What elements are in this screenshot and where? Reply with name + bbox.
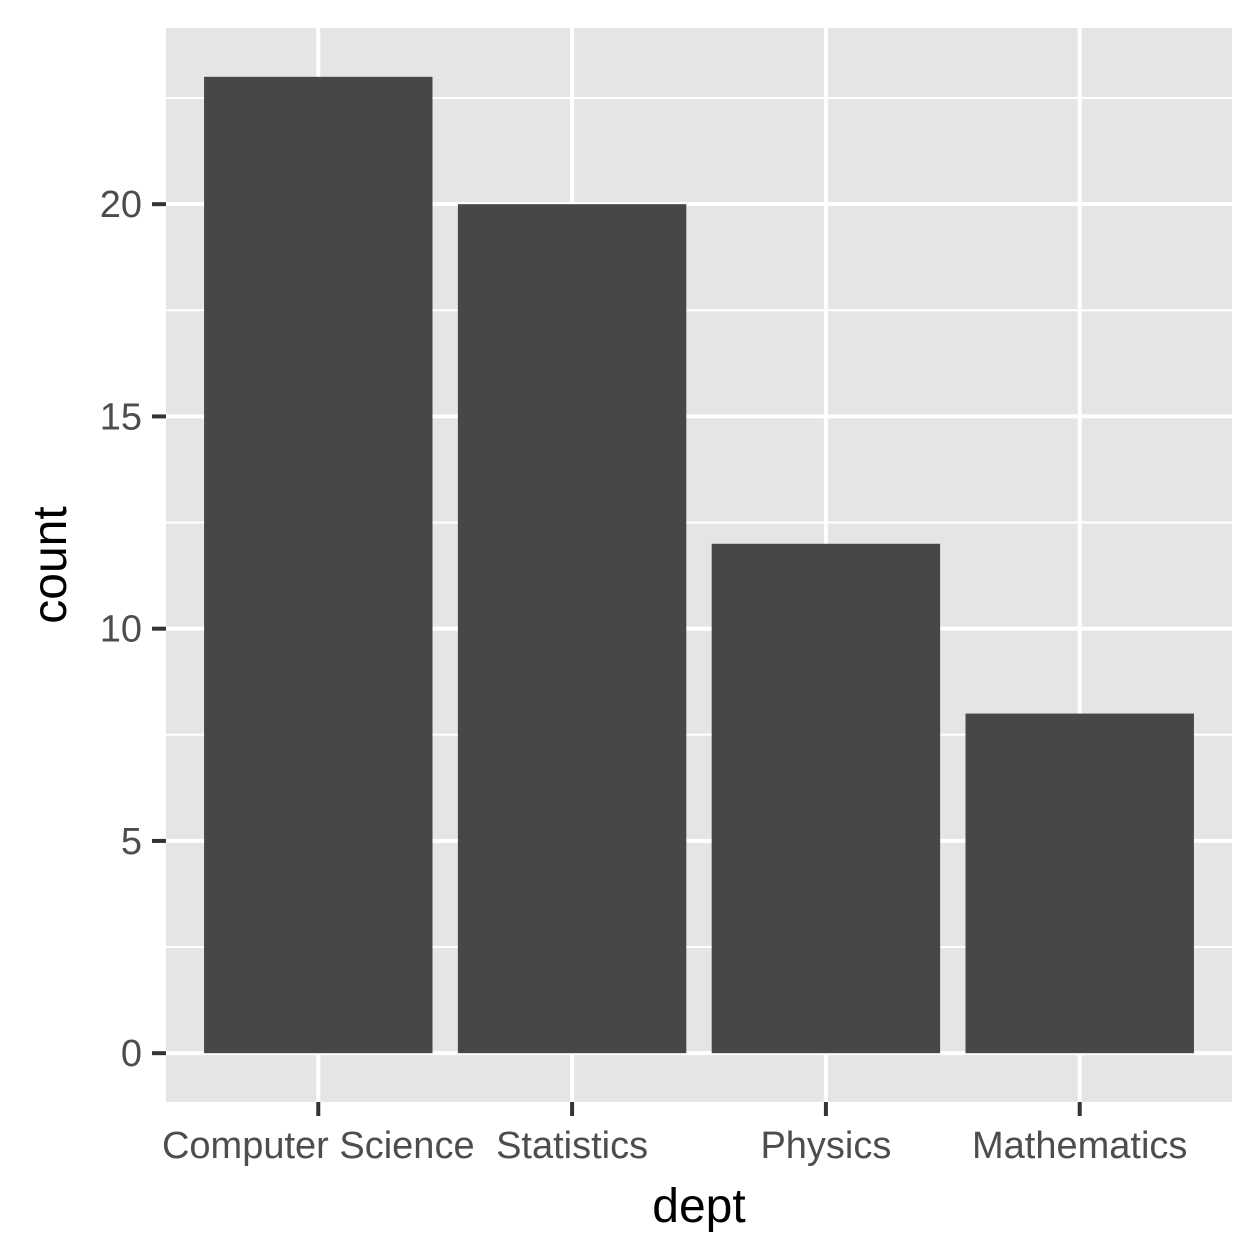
bar-computer-science [204, 76, 433, 1054]
y-axis: 0 5 10 15 20 [100, 184, 166, 1075]
x-tick-label: Computer Science [162, 1125, 475, 1167]
x-tick-label: Mathematics [972, 1125, 1187, 1167]
x-axis: Computer Science Statistics Physics Mathema… [162, 1102, 1187, 1167]
x-tick-label: Statistics [496, 1125, 648, 1167]
bar-mathematics [965, 713, 1194, 1054]
y-tick-label: 10 [100, 609, 142, 651]
x-axis-title: dept [652, 1180, 745, 1233]
y-tick-label: 0 [121, 1033, 142, 1075]
y-tick-label: 15 [100, 396, 142, 438]
bars [204, 76, 1194, 1054]
y-axis-title: count [24, 506, 77, 623]
y-tick-label: 20 [100, 184, 142, 226]
x-tick-label: Physics [760, 1125, 891, 1167]
bar-physics [711, 543, 941, 1054]
y-tick-label: 5 [121, 821, 142, 863]
bar-statistics [457, 204, 687, 1054]
